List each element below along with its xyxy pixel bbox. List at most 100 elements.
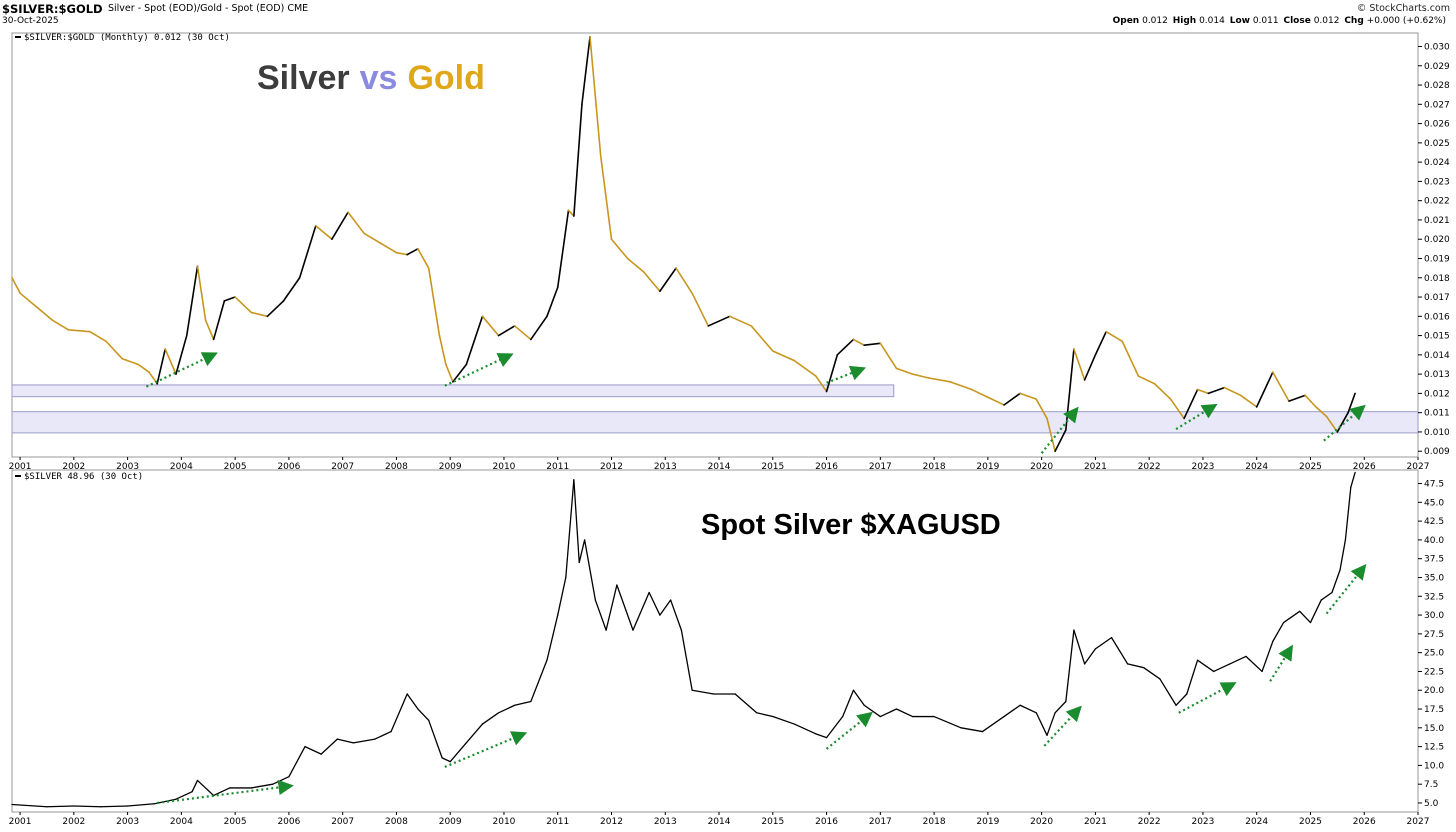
y-tick-label: 30.0 — [1424, 611, 1444, 621]
series-segment — [1035, 712, 1048, 736]
y-tick-label: 0.024 — [1424, 158, 1450, 168]
series-segment — [852, 689, 865, 706]
support-band — [11, 384, 895, 398]
x-tick-label: 2005 — [224, 817, 247, 827]
y-tick-label: 25.0 — [1424, 649, 1444, 659]
series-segment — [1065, 629, 1075, 703]
series-segment — [363, 232, 382, 244]
series-segment — [347, 211, 365, 235]
series-segment — [1153, 382, 1172, 400]
series-segment — [1046, 417, 1056, 453]
x-tick-label: 2010 — [493, 462, 516, 472]
series-segment — [750, 325, 774, 352]
series-segment — [772, 715, 795, 725]
x-tick-label: 2013 — [654, 817, 677, 827]
ratio-plot-frame — [11, 32, 1419, 458]
series-segment — [196, 779, 215, 797]
x-tick-label: 2007 — [331, 462, 354, 472]
x-tick-label: 2006 — [277, 817, 300, 827]
series-segment — [734, 693, 758, 714]
series-segment — [530, 315, 548, 341]
y-tick-label: 0.027 — [1424, 100, 1450, 110]
series-segment — [35, 305, 54, 321]
x-tick-label: 2003 — [116, 817, 139, 827]
ohlc-close-label: Close — [1283, 16, 1311, 26]
series-segment — [1336, 411, 1349, 433]
x-tick-label: 2020 — [1030, 462, 1053, 472]
series-segment — [1073, 348, 1086, 381]
y-tick-label: 10.0 — [1424, 761, 1444, 771]
series-segment — [1350, 471, 1356, 488]
series-segment — [406, 248, 419, 256]
series-segment — [185, 265, 199, 337]
series-segment — [390, 693, 408, 733]
series-segment — [680, 629, 693, 691]
series-segment — [1159, 678, 1177, 706]
series-segment — [11, 803, 48, 808]
ratio-y-axis: 0.030 0.029 0.028 0.027 0.026 0.025 0.024 0.023… — [1418, 42, 1450, 457]
y-tick-label: 40.0 — [1424, 536, 1444, 546]
x-tick-label: 2012 — [600, 462, 623, 472]
series-segment — [578, 539, 586, 564]
series-segment — [642, 271, 661, 293]
x-tick-label: 2004 — [170, 817, 193, 827]
x-tick-label: 2015 — [761, 462, 784, 472]
series-segment — [895, 708, 914, 718]
series-segment — [1255, 371, 1274, 408]
series-segment — [89, 330, 107, 343]
ratio-title: Silver vs Gold — [257, 59, 485, 97]
x-tick-label: 2014 — [708, 462, 731, 472]
ohlc-readout: Open 0.012 High 0.014 Low 0.011 Close 0.… — [1113, 16, 1448, 26]
series-segment — [374, 730, 392, 740]
series-segment — [557, 576, 567, 616]
x-tick-label: 2013 — [654, 462, 677, 472]
trend-arrow — [1325, 563, 1367, 615]
series-segment — [581, 36, 591, 106]
x-tick-label: 2025 — [1299, 817, 1322, 827]
series-segment — [1110, 636, 1129, 665]
series-segment — [605, 584, 618, 631]
series-segment — [1094, 330, 1107, 356]
series-segment — [546, 286, 559, 318]
series-segment — [1003, 392, 1021, 406]
series-segment — [567, 209, 575, 217]
x-tick-label: 2011 — [546, 817, 569, 827]
series-segment — [1331, 569, 1341, 594]
series-segment — [1073, 629, 1086, 665]
series-segment — [223, 296, 236, 302]
y-tick-label: 0.026 — [1424, 120, 1450, 130]
series-segment — [331, 211, 349, 241]
series-segment — [793, 359, 817, 377]
y-tick-label: 5.0 — [1424, 799, 1439, 809]
series-segment — [960, 727, 984, 733]
y-tick-label: 22.5 — [1424, 667, 1444, 677]
series-segment — [1196, 659, 1215, 673]
series-segment — [1213, 663, 1231, 673]
x-tick-label: 2001 — [9, 462, 32, 472]
y-tick-label: 0.014 — [1424, 351, 1450, 361]
series-segment — [1175, 693, 1188, 706]
series-segment — [481, 712, 500, 725]
series-segment — [497, 325, 516, 337]
y-tick-label: 7.5 — [1424, 780, 1438, 790]
chart-header: $SILVER:$GOLD Silver - Spot (EOD)/Gold -… — [0, 0, 1456, 28]
series-segment — [599, 155, 613, 241]
series-segment — [1320, 591, 1333, 601]
x-tick-label: 2023 — [1191, 462, 1214, 472]
ratio-trend-arrows — [145, 352, 1366, 454]
series-segment — [395, 251, 408, 256]
silver-title: Spot Silver $XAGUSD — [701, 509, 1001, 541]
series-segment — [815, 375, 828, 393]
symbol-description: Silver - Spot (EOD)/Gold - Spot (EOD) CM… — [108, 3, 309, 14]
series-segment — [911, 373, 930, 379]
y-tick-label: 0.028 — [1424, 81, 1450, 91]
y-tick-label: 0.012 — [1424, 389, 1450, 399]
series-segment — [51, 319, 70, 331]
trend-arrow — [145, 352, 218, 388]
series-segment — [1309, 599, 1322, 624]
series-segment — [1019, 392, 1038, 400]
series-segment — [352, 738, 376, 744]
x-tick-label: 2021 — [1084, 817, 1107, 827]
silver-plot-frame — [11, 469, 1419, 813]
x-tick-label: 2019 — [976, 817, 999, 827]
